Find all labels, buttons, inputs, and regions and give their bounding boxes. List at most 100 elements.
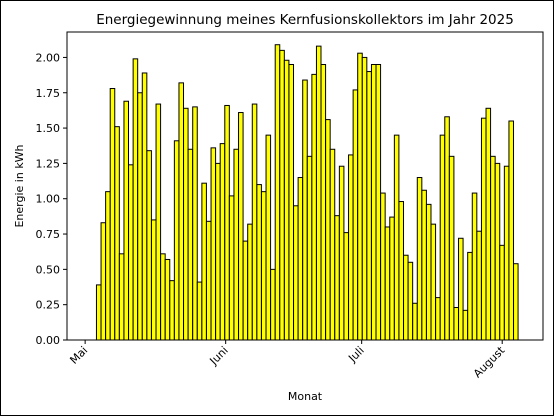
- bar: [238, 112, 244, 341]
- y-tick-label: 1.50: [36, 122, 61, 135]
- bar: [357, 52, 363, 341]
- bar: [375, 63, 382, 341]
- bar: [132, 58, 139, 341]
- bar: [164, 258, 171, 341]
- bar: [242, 240, 249, 341]
- bar: [348, 154, 354, 341]
- bar: [490, 155, 496, 341]
- chart-title: Energiegewinnung meines Kernfusionskolle…: [96, 12, 514, 28]
- bar: [128, 164, 134, 341]
- bar: [366, 71, 372, 341]
- bar: [315, 45, 322, 341]
- bar: [105, 191, 111, 341]
- bar: [311, 73, 317, 341]
- y-tick-label: 0.00: [36, 334, 61, 347]
- x-axis-label: Monat: [288, 390, 323, 403]
- x-tick-label: Mai: [67, 344, 90, 367]
- bar: [361, 56, 368, 341]
- bar: [439, 134, 446, 341]
- x-tick-label: Juni: [207, 344, 231, 368]
- y-tick-label: 1.75: [36, 87, 61, 100]
- bar: [302, 79, 308, 341]
- x-tick-label: August: [471, 343, 508, 380]
- y-tick-label: 1.25: [36, 157, 61, 170]
- bar: [192, 106, 198, 341]
- bar: [325, 119, 331, 341]
- bar: [169, 280, 175, 341]
- bar: [160, 253, 166, 341]
- bar: [114, 126, 120, 341]
- bar: [215, 162, 221, 341]
- bar: [118, 253, 125, 341]
- bar: [293, 205, 299, 341]
- bar: [458, 237, 464, 341]
- bar: [187, 148, 194, 341]
- bar: [416, 177, 423, 341]
- bar: [393, 134, 400, 341]
- y-tick-label: 1.00: [36, 193, 61, 206]
- bar: [196, 281, 203, 341]
- bar: [283, 59, 290, 341]
- bar: [256, 184, 262, 341]
- bar: [462, 309, 469, 341]
- bars-group: [95, 44, 519, 341]
- bar: [274, 44, 281, 341]
- bar: [137, 92, 143, 341]
- bar: [485, 107, 492, 341]
- bar: [444, 116, 450, 341]
- bar: [453, 307, 459, 341]
- bar: [467, 251, 473, 341]
- y-axis: 0.00 0.25 0.50 0.75 1.00 1.25 1.50 1.75 2.00: [36, 51, 67, 347]
- bar: [260, 191, 267, 341]
- bar: [343, 232, 349, 341]
- bar: [448, 155, 455, 341]
- bar: [155, 103, 162, 341]
- bar: [352, 89, 359, 341]
- bar: [398, 201, 404, 341]
- bar: [384, 226, 391, 341]
- bar: [471, 192, 478, 341]
- bar: [297, 177, 304, 341]
- bar: [183, 107, 189, 341]
- bar: [251, 103, 258, 341]
- bar: [288, 63, 294, 341]
- bar: [329, 148, 336, 341]
- y-tick-label: 0.50: [36, 263, 61, 276]
- bar: [320, 63, 327, 341]
- bar: [219, 143, 226, 341]
- y-tick-label: 2.00: [36, 51, 61, 64]
- bar: [425, 203, 432, 341]
- y-tick-label: 0.75: [36, 228, 61, 241]
- bar: [389, 216, 395, 341]
- bar: [228, 195, 235, 341]
- bar: [435, 297, 441, 341]
- bar: [95, 284, 102, 341]
- bar: [150, 219, 157, 341]
- bar: [421, 189, 427, 341]
- bar: [178, 82, 184, 341]
- bar: [233, 148, 239, 341]
- bar: [279, 49, 285, 341]
- bar: [508, 120, 514, 341]
- bar: [123, 100, 129, 341]
- bar: [494, 162, 501, 341]
- bar: [513, 263, 519, 341]
- bar: [499, 244, 505, 341]
- bar: [201, 182, 207, 341]
- x-tick-label: Juli: [345, 344, 366, 365]
- y-axis-label: Energie in kWh: [13, 144, 26, 227]
- bar: [100, 222, 107, 341]
- bar: [503, 165, 510, 341]
- bar: [141, 72, 148, 341]
- bar: [109, 88, 116, 341]
- bar: [480, 117, 487, 341]
- bar: [265, 134, 272, 341]
- bar: [476, 230, 482, 341]
- bar: [146, 150, 152, 341]
- bar: [270, 268, 276, 341]
- bar: [370, 63, 377, 341]
- bar: [430, 223, 437, 341]
- bar: [380, 192, 386, 341]
- y-tick-label: 0.25: [36, 299, 61, 312]
